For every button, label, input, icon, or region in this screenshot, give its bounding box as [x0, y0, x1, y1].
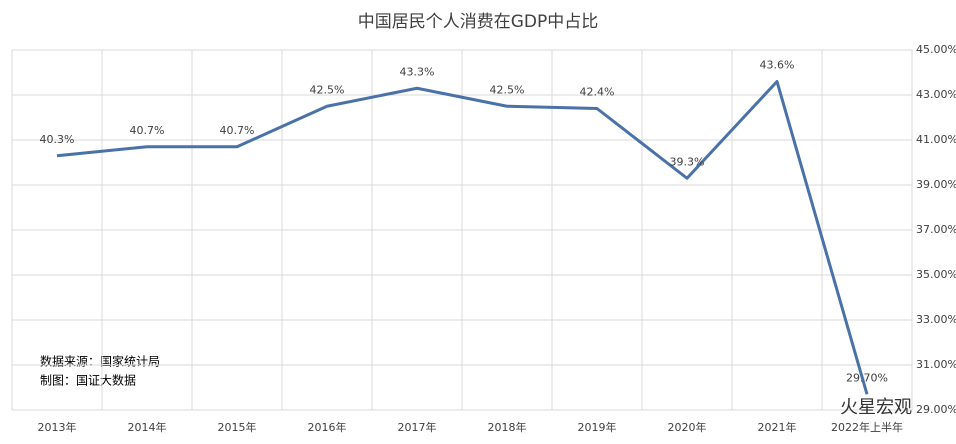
x-tick-label: 2013年 — [38, 420, 77, 434]
line — [56, 80, 869, 395]
data-label: 39.3% — [670, 155, 705, 168]
x-tick-label: 2017年 — [398, 420, 437, 434]
y-tick-label: 31.00% — [916, 358, 956, 371]
data-label: 42.4% — [580, 86, 615, 99]
x-tick-label: 2018年 — [488, 420, 527, 434]
data-label: 40.7% — [130, 124, 165, 137]
x-tick-label: 2020年 — [668, 420, 707, 434]
y-tick-label: 45.00% — [916, 43, 956, 56]
y-tick-label: 43.00% — [916, 88, 956, 101]
data-label: 43.3% — [400, 65, 435, 78]
data-label: 42.5% — [490, 83, 525, 96]
x-tick-label: 2015年 — [218, 420, 257, 434]
y-tick-label: 41.00% — [916, 133, 956, 146]
data-label: 42.5% — [310, 83, 345, 96]
x-tick-label: 2019年 — [578, 420, 617, 434]
annotation: 制图：国证大数据 — [40, 373, 136, 388]
y-tick-label: 29.00% — [916, 403, 956, 416]
y-tick-label: 37.00% — [916, 223, 956, 236]
x-tick-label: 2016年 — [308, 420, 347, 434]
watermark: 火星宏观 — [840, 397, 912, 418]
data-label: 40.3% — [40, 133, 75, 146]
y-tick-label: 35.00% — [916, 268, 956, 281]
chart-title: 中国居民个人消费在GDP中占比 — [358, 12, 599, 32]
y-tick-label: 39.00% — [916, 178, 956, 191]
data-label: 43.6% — [760, 59, 795, 72]
x-tick-label: 2021年 — [758, 420, 797, 434]
x-tick-label: 2022年上半年 — [831, 420, 903, 434]
y-tick-label: 33.00% — [916, 313, 956, 326]
data-label: 40.7% — [220, 124, 255, 137]
x-tick-label: 2014年 — [128, 420, 167, 434]
annotation: 数据来源：国家统计局 — [40, 354, 160, 369]
data-label: 29.70% — [846, 371, 888, 384]
